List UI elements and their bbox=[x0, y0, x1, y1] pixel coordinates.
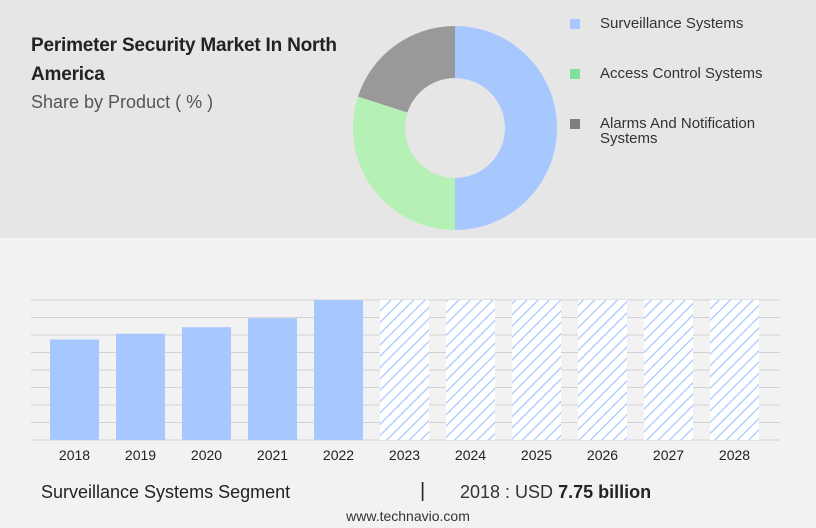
footer-value: 2018 : USD 7.75 billion bbox=[460, 482, 651, 503]
legend-label: Access Control Systems bbox=[600, 65, 763, 82]
x-tick-label: 2019 bbox=[125, 447, 156, 463]
bar-2018 bbox=[50, 339, 99, 440]
chart-subtitle: Share by Product ( % ) bbox=[31, 92, 214, 112]
chart-title: Perimeter Security Market In North Ameri… bbox=[31, 35, 337, 85]
x-tick-label: 2023 bbox=[389, 447, 420, 463]
footer-year-prefix: 2018 : USD bbox=[460, 482, 554, 502]
donut-slice-3 bbox=[357, 26, 455, 113]
bar-2019 bbox=[116, 333, 165, 440]
footer-amount: 7.75 billion bbox=[558, 482, 652, 502]
x-tick-label: 2018 bbox=[59, 447, 90, 463]
legend-label: Surveillance Systems bbox=[600, 15, 744, 32]
x-tick-label: 2021 bbox=[257, 447, 288, 463]
footer-url: www.technavio.com bbox=[346, 508, 470, 524]
bar-2020 bbox=[182, 327, 231, 440]
legend-swatch bbox=[570, 119, 580, 129]
forecast-bar-2025 bbox=[512, 300, 561, 440]
donut-chart bbox=[353, 26, 557, 230]
bar-2022 bbox=[314, 300, 363, 440]
x-tick-label: 2024 bbox=[455, 447, 486, 463]
forecast-bar-2024 bbox=[446, 300, 495, 440]
donut-slice-1 bbox=[455, 26, 557, 230]
legend-label: Alarms And Notification Systems bbox=[600, 115, 756, 147]
forecast-bar-2023 bbox=[380, 300, 429, 440]
x-tick-label: 2020 bbox=[191, 447, 222, 463]
forecast-bar-2026 bbox=[578, 300, 627, 440]
x-tick-label: 2027 bbox=[653, 447, 684, 463]
footer-separator: | bbox=[420, 480, 426, 502]
forecast-bar-2027 bbox=[644, 300, 693, 440]
x-tick-label: 2022 bbox=[323, 447, 354, 463]
legend-swatch bbox=[570, 19, 580, 29]
bar-2021 bbox=[248, 318, 297, 440]
legend-swatch bbox=[570, 69, 580, 79]
forecast-bar-2028 bbox=[710, 300, 759, 440]
x-tick-label: 2028 bbox=[719, 447, 750, 463]
x-tick-label: 2025 bbox=[521, 447, 552, 463]
donut-slice-2 bbox=[353, 96, 455, 230]
x-tick-label: 2026 bbox=[587, 447, 618, 463]
footer-segment: Surveillance Systems Segment bbox=[41, 482, 291, 502]
